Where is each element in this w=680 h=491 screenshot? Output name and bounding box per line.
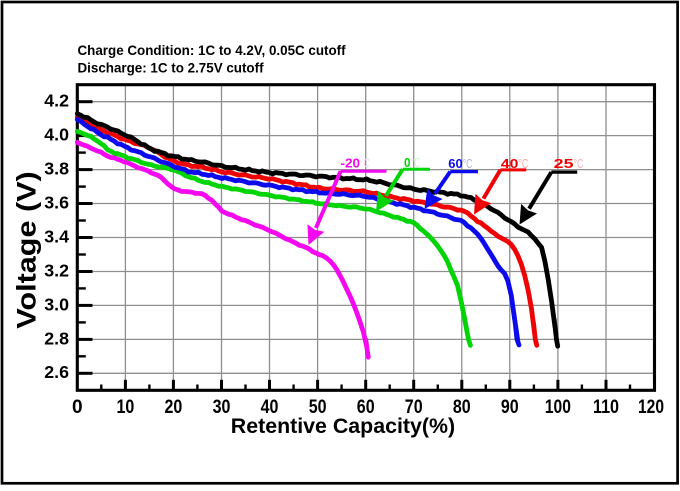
svg-text:3.0: 3.0 (44, 294, 69, 314)
svg-text:Voltage (V): Voltage (V) (11, 171, 41, 329)
svg-text:70: 70 (405, 396, 423, 418)
svg-text:4.2: 4.2 (44, 91, 69, 111)
svg-text:60: 60 (357, 396, 375, 418)
svg-text:Discharge: 1C to 2.75V cutoff: Discharge: 1C to 2.75V cutoff (78, 61, 265, 76)
svg-text:Retentive Capacity(%): Retentive Capacity(%) (231, 415, 455, 438)
svg-text:40°C: 40°C (501, 156, 528, 171)
svg-text:-20°C: -20°C (341, 156, 370, 171)
svg-text:Charge Condition: 1C to 4.2V,: Charge Condition: 1C to 4.2V, 0.05C cuto… (78, 43, 347, 58)
svg-text:4.0: 4.0 (44, 125, 69, 145)
svg-text:30: 30 (213, 396, 231, 418)
svg-text:90: 90 (501, 396, 519, 418)
svg-text:0°C: 0°C (404, 155, 420, 170)
svg-text:20: 20 (165, 396, 183, 418)
svg-text:3.8: 3.8 (44, 159, 69, 179)
svg-text:120: 120 (638, 396, 664, 418)
svg-text:10: 10 (117, 396, 135, 418)
svg-text:2.6: 2.6 (44, 362, 69, 382)
svg-text:0: 0 (72, 396, 83, 418)
svg-text:25°C: 25°C (554, 156, 584, 171)
svg-text:3.2: 3.2 (44, 260, 69, 280)
svg-text:100: 100 (545, 396, 571, 418)
svg-text:110: 110 (593, 396, 619, 418)
svg-text:60°C: 60°C (448, 156, 472, 171)
svg-text:80: 80 (453, 396, 471, 418)
svg-text:3.4: 3.4 (44, 226, 69, 246)
svg-text:3.6: 3.6 (44, 192, 69, 212)
svg-text:40: 40 (261, 396, 279, 418)
svg-text:2.8: 2.8 (44, 328, 69, 348)
svg-text:50: 50 (309, 396, 327, 418)
